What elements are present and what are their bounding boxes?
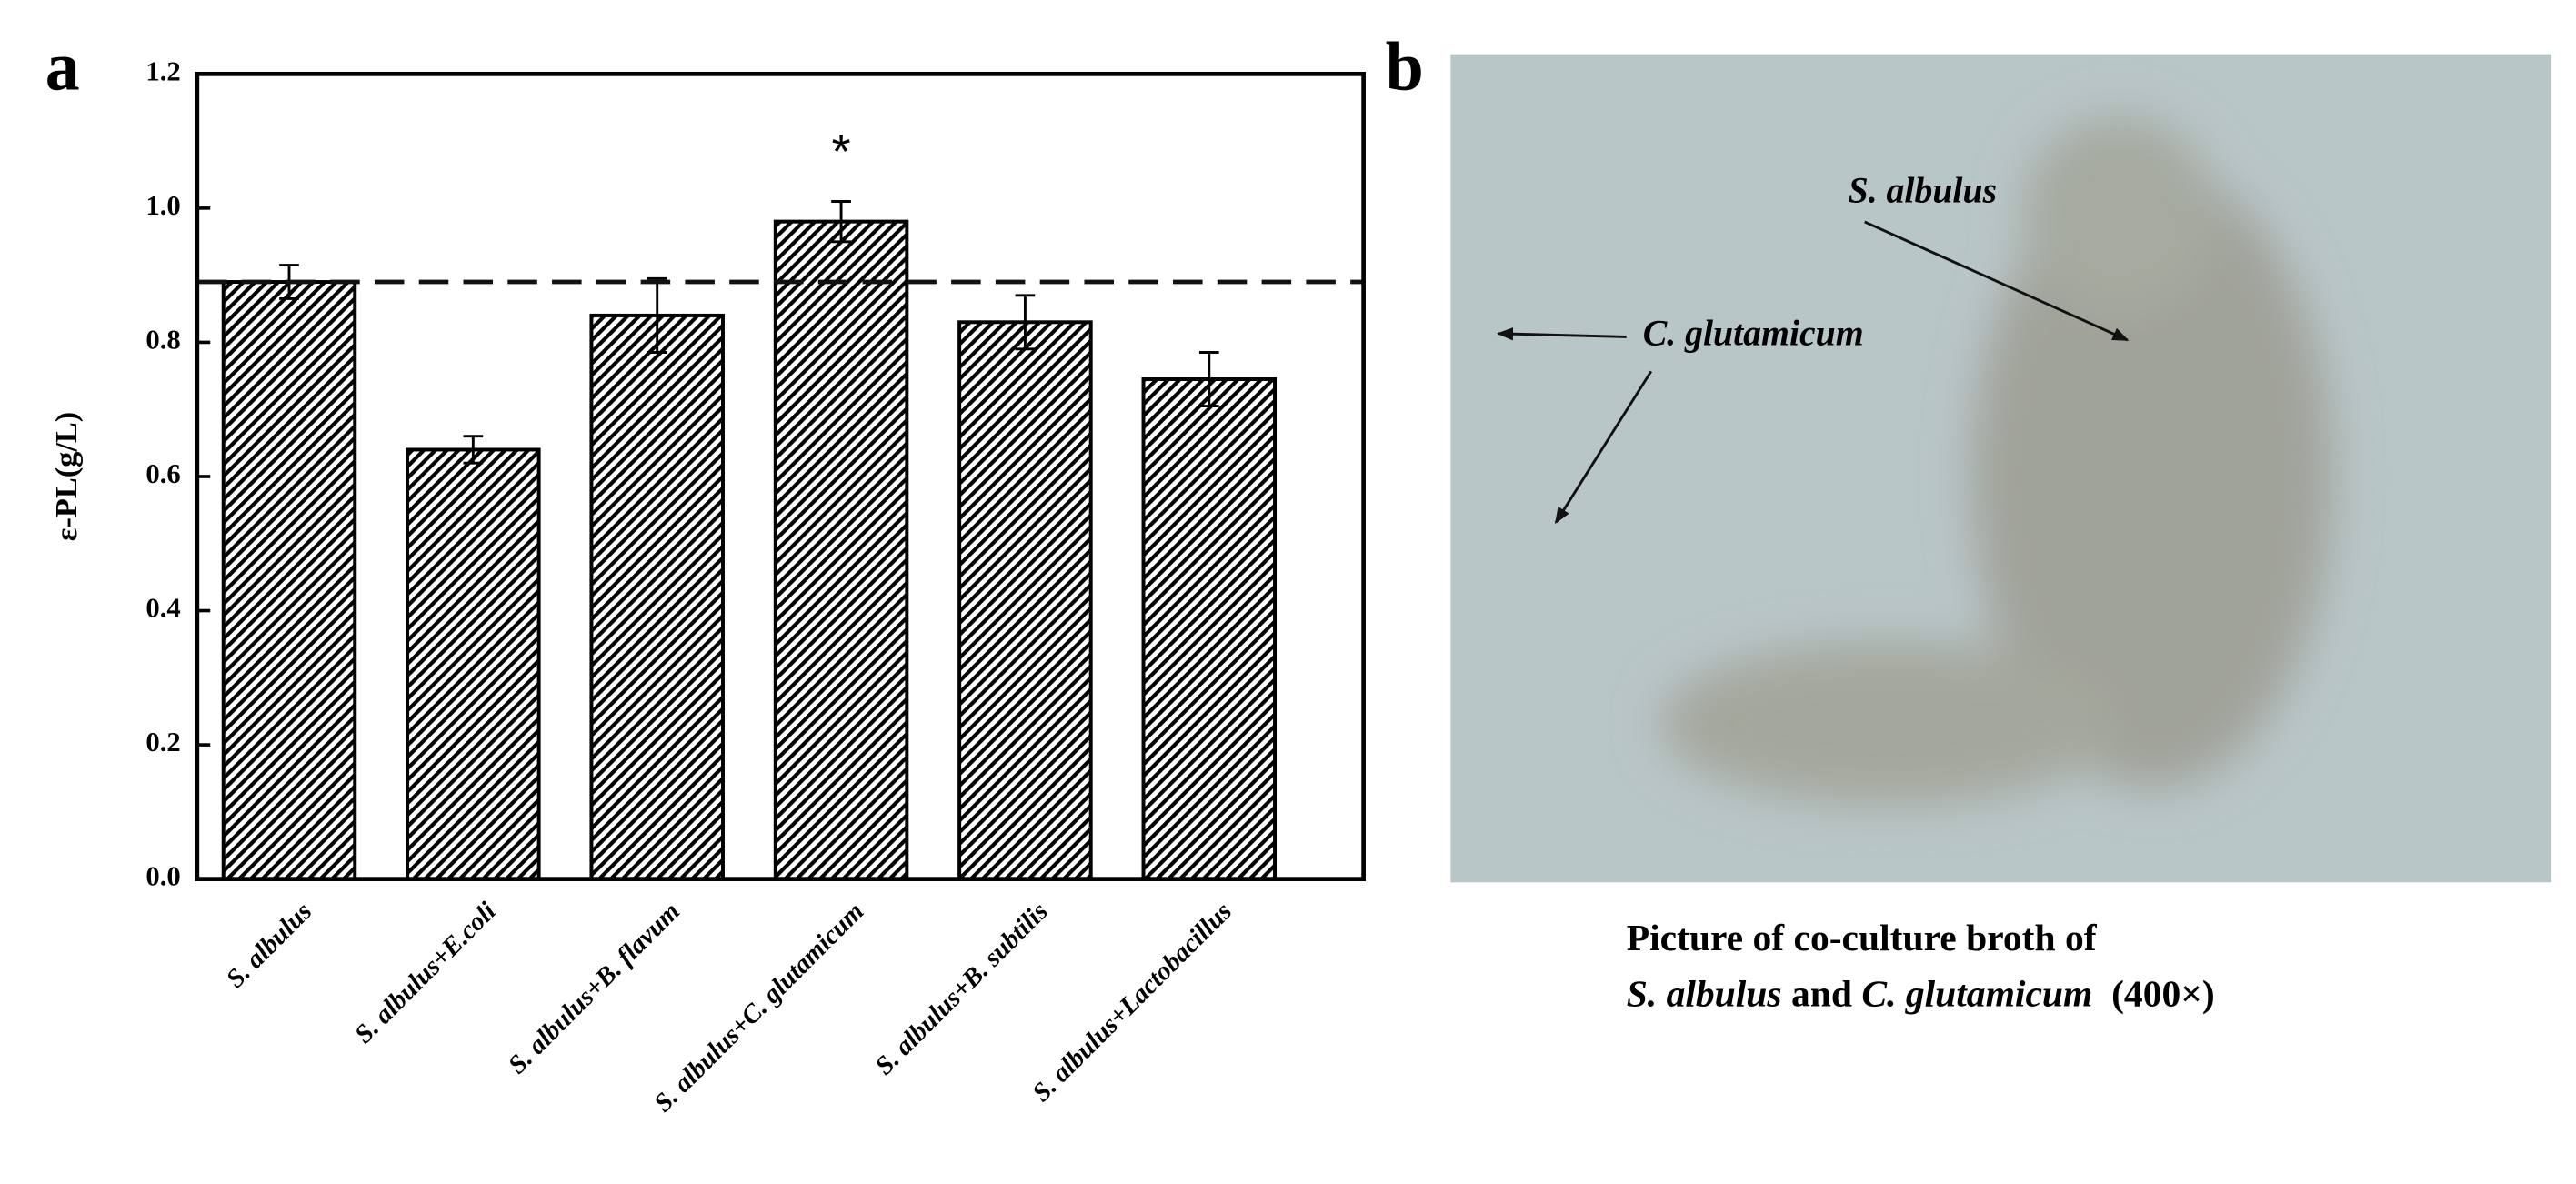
error-bar xyxy=(1015,294,1036,351)
x-tick-label: S. albulus+Lactobacillus xyxy=(1027,897,1238,1108)
micrograph-label: C. glutamicum xyxy=(1643,314,1864,354)
caption-part: (400×) xyxy=(2092,972,2214,1015)
y-tick-label: 0.0 xyxy=(145,861,180,892)
x-tick-label: S. albulus+B. subtilis xyxy=(869,897,1053,1080)
bar xyxy=(406,447,541,881)
error-bar xyxy=(647,276,667,354)
y-tick-label: 1.2 xyxy=(145,55,180,86)
y-tick-label: 1.0 xyxy=(145,190,180,221)
arrow xyxy=(1864,220,2130,342)
x-tick-label: S. albulus+C. glutamicum xyxy=(648,897,869,1118)
arrow xyxy=(1554,370,1653,525)
panel-label: b xyxy=(1386,29,1424,105)
bar xyxy=(1141,377,1278,881)
micrograph-label: S. albulus xyxy=(1849,170,1997,210)
y-tick-label: 0.6 xyxy=(145,458,180,489)
bar xyxy=(773,219,909,881)
plot-frame xyxy=(195,71,1366,881)
arrow xyxy=(1496,326,1627,341)
annotation: * xyxy=(832,125,851,179)
error-bar xyxy=(463,435,484,465)
y-tick-label: 0.4 xyxy=(145,593,180,624)
panel-label: a xyxy=(45,29,80,105)
x-tick-label: S. albulus xyxy=(221,897,318,994)
caption-part: C. glutamicum xyxy=(1861,972,2092,1014)
bar xyxy=(221,280,357,881)
caption: S. albulus and C. glutamicum (400×) xyxy=(1627,972,2215,1015)
x-tick-label: S. albulus+B. flavum xyxy=(503,897,686,1079)
error-bar xyxy=(831,200,851,244)
cell-cluster xyxy=(1659,115,2333,806)
caption-part: and xyxy=(1782,972,1862,1014)
bar xyxy=(957,320,1093,881)
y-tick-label: 0.2 xyxy=(145,727,180,758)
y-axis-label: ε-PL(g/L) xyxy=(49,412,84,541)
caption: Picture of co-culture broth of xyxy=(1627,917,2098,958)
bar xyxy=(589,313,725,881)
caption-part: S. albulus xyxy=(1627,972,1782,1014)
x-tick-label: S. albulus+E.coli xyxy=(349,897,502,1049)
y-tick-label: 0.8 xyxy=(145,324,180,355)
micrograph: S. albulus C. glutamicum xyxy=(1450,54,2551,883)
error-bar xyxy=(1198,351,1219,407)
